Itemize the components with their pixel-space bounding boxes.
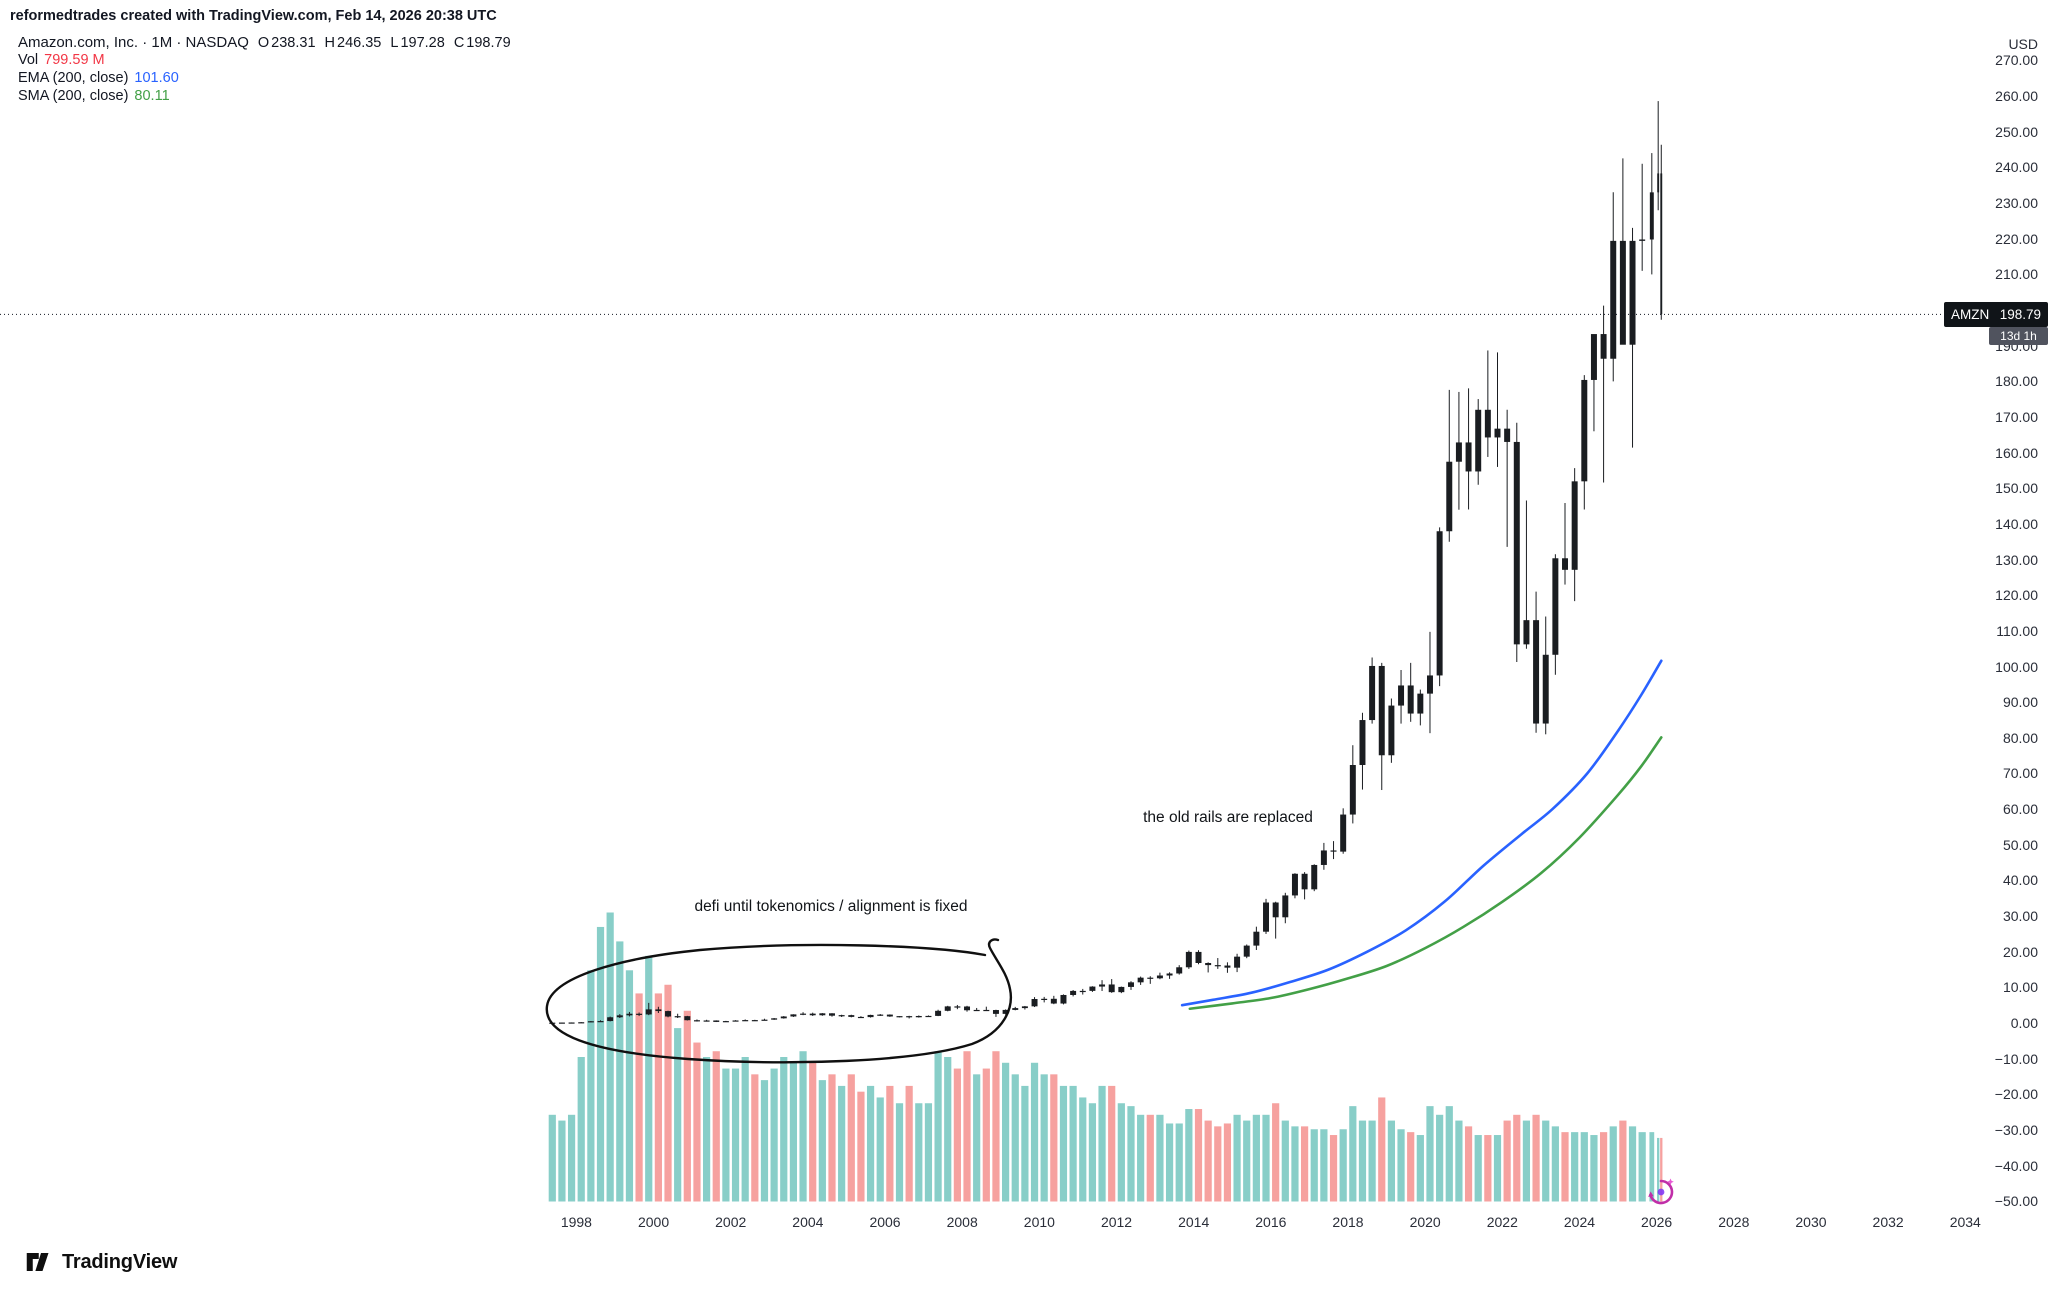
price-label-badge[interactable]: AMZN 198.79 xyxy=(1944,301,2048,327)
year-tick-label: 2012 xyxy=(1100,1214,1133,1230)
chart-annotation-text[interactable]: defi until tokenomics / alignment is fix… xyxy=(694,898,968,915)
candles-layer xyxy=(549,101,1663,1024)
sma-label: SMA (200, close) xyxy=(18,87,129,104)
year-tick-label: 2030 xyxy=(1795,1214,1827,1230)
ema-label: EMA (200, close) xyxy=(18,69,129,86)
sma-value: 80.11 xyxy=(134,87,170,104)
year-tick-label: 2024 xyxy=(1563,1214,1596,1230)
open-value: 238.31 xyxy=(271,34,316,51)
volume-row[interactable]: Vol 799.59 M xyxy=(18,52,511,70)
open-label: O xyxy=(257,34,270,51)
ema-value: 101.60 xyxy=(134,69,179,86)
year-tick-label: 2014 xyxy=(1178,1214,1210,1230)
time-axis[interactable]: 1998 2000 2002 2004 2006 2008 2010 2012 2014 2016… xyxy=(0,1214,2048,1238)
ohlc-values: O 238.31 H 246.35 L 197.28 C 198.79 xyxy=(258,35,511,51)
year-tick-label: 2010 xyxy=(1023,1214,1055,1230)
low-label: L xyxy=(390,34,399,51)
high-value: 246.35 xyxy=(337,34,382,51)
volume-value: 799.59 M xyxy=(44,52,105,69)
ellipse-drawing[interactable] xyxy=(545,938,1013,1064)
ema-row[interactable]: EMA (200, close) 101.60 xyxy=(18,69,511,87)
close-value: 198.79 xyxy=(466,34,511,51)
year-tick-label: 2016 xyxy=(1255,1214,1287,1230)
year-tick-label: 2006 xyxy=(869,1214,901,1230)
low-value: 197.28 xyxy=(400,34,445,51)
chart-annotation-text[interactable]: the old rails are replaced xyxy=(1143,809,1313,826)
tradingview-logo-text: TradingView xyxy=(62,1250,178,1273)
year-tick-label: 2008 xyxy=(946,1214,978,1230)
swirl-emoji-icon[interactable] xyxy=(1645,1176,1677,1208)
year-tick-label: 2002 xyxy=(715,1214,747,1230)
badge-price: 198.79 xyxy=(1999,306,2041,322)
year-tick-label: 2034 xyxy=(1949,1214,1981,1230)
year-tick-label: 2004 xyxy=(792,1214,824,1230)
year-tick-label: 2026 xyxy=(1641,1214,1673,1230)
year-tick-label: 2018 xyxy=(1332,1214,1364,1230)
year-tick-label: 2000 xyxy=(637,1214,670,1230)
year-tick-label: 2032 xyxy=(1872,1214,1904,1230)
year-tick-label: 2020 xyxy=(1409,1214,1441,1230)
volume-layer xyxy=(548,912,1663,1202)
tradingview-logo[interactable]: TradingView xyxy=(26,1250,177,1274)
volume-label: Vol xyxy=(18,52,39,69)
high-label: H xyxy=(324,34,336,51)
tradingview-logo-icon xyxy=(26,1253,49,1271)
currency-label: USD xyxy=(2008,36,2038,52)
ma-lines-layer xyxy=(1180,659,1663,1011)
attribution-text: reformedtrades created with TradingView.… xyxy=(10,8,497,24)
badge-symbol: AMZN xyxy=(1951,306,1990,322)
drawings-layer[interactable] xyxy=(0,313,1989,1064)
close-label: C xyxy=(453,34,465,51)
year-tick-label: 2022 xyxy=(1486,1214,1518,1230)
year-tick-label: 1998 xyxy=(560,1214,592,1230)
sma-row[interactable]: SMA (200, close) 80.11 xyxy=(18,87,511,105)
year-tick-label: 2028 xyxy=(1718,1214,1750,1230)
bar-countdown-badge: 13d 1h xyxy=(1989,326,2048,345)
symbol-row[interactable]: Amazon.com, Inc. · 1M · NASDAQ O 238.31 H… xyxy=(18,34,511,52)
symbol-title[interactable]: Amazon.com, Inc. · 1M · NASDAQ xyxy=(18,34,249,52)
legend: Amazon.com, Inc. · 1M · NASDAQ O 238.31 H… xyxy=(18,34,511,104)
